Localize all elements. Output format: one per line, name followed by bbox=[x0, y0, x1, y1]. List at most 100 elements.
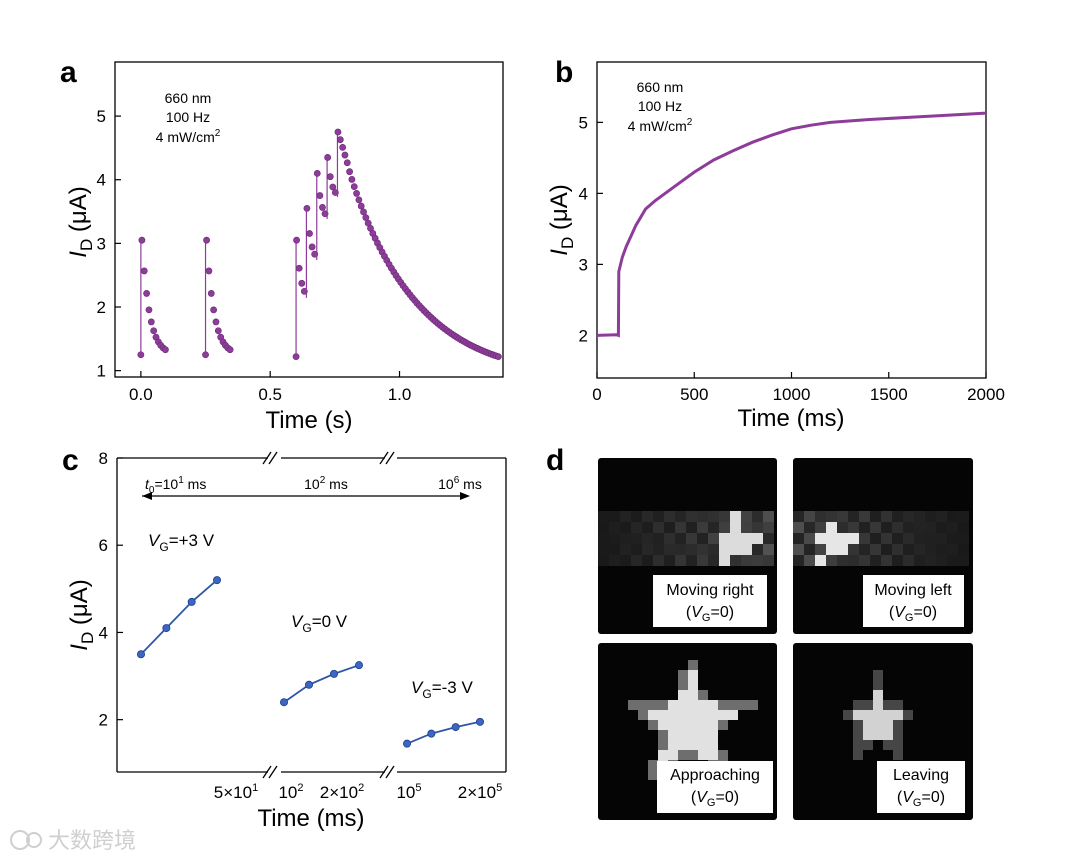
data-point bbox=[293, 236, 300, 244]
y-tick-label-a-4: 5 bbox=[97, 107, 106, 126]
axis-ticks-a: 0.0 0.5 1.0 1 2 3 4 5 bbox=[97, 107, 412, 404]
data-point bbox=[140, 267, 148, 275]
data-point bbox=[324, 154, 332, 161]
plot-frame-a bbox=[114, 61, 504, 378]
data-point bbox=[357, 202, 365, 210]
data-point bbox=[306, 230, 313, 237]
series-line-c-1 bbox=[283, 664, 360, 703]
data-point bbox=[207, 290, 215, 297]
data-point bbox=[162, 346, 169, 354]
data-point bbox=[339, 143, 347, 151]
x-tick-label-b-0: 0 bbox=[592, 385, 601, 404]
data-point bbox=[329, 183, 337, 191]
data-point bbox=[336, 136, 344, 144]
y-tick-label-c-2: 6 bbox=[99, 536, 108, 555]
data-point bbox=[143, 290, 151, 297]
y-tick-label-a-1: 2 bbox=[97, 298, 106, 317]
data-point bbox=[341, 151, 349, 159]
y-axis-label-a: ID (μA) bbox=[65, 186, 96, 257]
data-point bbox=[295, 264, 303, 272]
data-point bbox=[147, 318, 155, 326]
annotation-power-b: 4 mW/cm2 bbox=[628, 117, 693, 134]
panel-letter-b: b bbox=[555, 56, 573, 89]
caption-approaching: Approaching bbox=[670, 767, 760, 784]
x-tick-label-a-1: 0.5 bbox=[258, 385, 282, 404]
y-tick-label-a-0: 1 bbox=[97, 362, 106, 381]
data-point bbox=[348, 176, 356, 183]
y-tick-label-a-2: 3 bbox=[97, 234, 106, 253]
data-point bbox=[279, 698, 288, 707]
data-point bbox=[313, 169, 321, 177]
annotation-wavelength-a: 660 nm bbox=[165, 90, 212, 106]
data-point bbox=[346, 168, 353, 176]
caption-leaving: Leaving bbox=[893, 767, 949, 784]
data-point bbox=[150, 327, 158, 335]
data-point bbox=[319, 204, 326, 211]
data-point bbox=[212, 576, 221, 585]
data-point bbox=[298, 279, 306, 287]
series-line-b bbox=[596, 111, 987, 338]
axis-break-marks-c bbox=[262, 451, 395, 779]
panel-d: d Moving right (VG=0) Moving left (VG=0)… bbox=[546, 444, 973, 820]
data-point bbox=[475, 717, 484, 726]
data-point bbox=[451, 723, 460, 732]
data-point bbox=[354, 661, 363, 670]
image-moving-left: Moving left (VG=0) bbox=[793, 458, 973, 634]
data-point bbox=[203, 236, 210, 244]
panel-b: b 0 500 1000 1500 2000 2 3 4 5 660 nm 100 Hz 4 m… bbox=[546, 56, 1005, 432]
data-point bbox=[350, 183, 358, 191]
data-point bbox=[326, 173, 334, 181]
series-label-vg-plus3: VG=+3 V bbox=[148, 531, 215, 554]
data-point bbox=[162, 624, 171, 633]
y-tick-label-c-1: 4 bbox=[99, 623, 108, 642]
x-axis-label-b: Time (ms) bbox=[737, 405, 844, 432]
caption-moving-left: Moving left bbox=[874, 582, 952, 599]
series-label-vg-0: VG=0 V bbox=[291, 612, 348, 635]
image-leaving: Leaving (VG=0) bbox=[793, 643, 973, 820]
caption-vg-3: (VG=0) bbox=[897, 789, 945, 809]
data-point bbox=[355, 196, 363, 204]
image-moving-right: Moving right (VG=0) bbox=[598, 458, 777, 634]
panel-letter-a: a bbox=[60, 56, 77, 89]
caption-vg-2: (VG=0) bbox=[691, 789, 739, 809]
data-point bbox=[214, 327, 222, 335]
data-point bbox=[138, 236, 146, 244]
x-axis-label-c: Time (ms) bbox=[257, 805, 364, 832]
caption-vg-1: (VG=0) bbox=[889, 604, 937, 624]
x-tick-label-c-4: 2×105 bbox=[458, 782, 502, 802]
data-point bbox=[334, 128, 342, 136]
data-point bbox=[402, 739, 411, 748]
x-axis-label-a: Time (s) bbox=[265, 407, 352, 434]
data-point bbox=[205, 267, 213, 275]
caption-moving-right: Moving right bbox=[666, 582, 754, 599]
data-point bbox=[353, 190, 360, 197]
data-point bbox=[494, 353, 502, 361]
watermark: 大数跨境 bbox=[10, 829, 136, 854]
arrow-label-left: t0=101 ms bbox=[145, 475, 206, 496]
arrow-label-right: 106 ms bbox=[438, 475, 482, 492]
image-approaching: Approaching (VG=0) bbox=[598, 643, 777, 820]
x-tick-label-c-0: 5×101 bbox=[214, 782, 258, 802]
data-point bbox=[303, 204, 311, 212]
data-point bbox=[304, 680, 313, 689]
arrow-label-mid: 102 ms bbox=[304, 475, 348, 492]
data-point bbox=[316, 192, 324, 199]
caption-vg-0: (VG=0) bbox=[686, 604, 734, 624]
data-point bbox=[145, 306, 153, 314]
axis-ticks-c: 2 4 6 8 bbox=[99, 449, 123, 730]
annotation-wavelength-b: 660 nm bbox=[637, 79, 684, 95]
y-tick-label-c-3: 8 bbox=[99, 449, 108, 468]
watermark-text: 大数跨境 bbox=[48, 829, 136, 854]
data-point bbox=[136, 650, 145, 659]
data-point bbox=[427, 729, 436, 738]
x-tick-label-a-0: 0.0 bbox=[129, 385, 153, 404]
data-point bbox=[210, 306, 218, 314]
data-marks-a bbox=[137, 128, 502, 361]
panel-c: c 2 4 6 8 t0=101 ms 102 ms 106 ms bbox=[62, 444, 507, 832]
series-label-vg-minus3: VG=-3 V bbox=[411, 678, 473, 701]
axis-ticks-b: 0 500 1000 1500 2000 2 3 4 5 bbox=[579, 113, 1005, 404]
x-tick-label-b-1: 500 bbox=[680, 385, 708, 404]
x-tick-label-c-2: 2×102 bbox=[320, 782, 364, 802]
annotation-power-a: 4 mW/cm2 bbox=[156, 128, 221, 145]
